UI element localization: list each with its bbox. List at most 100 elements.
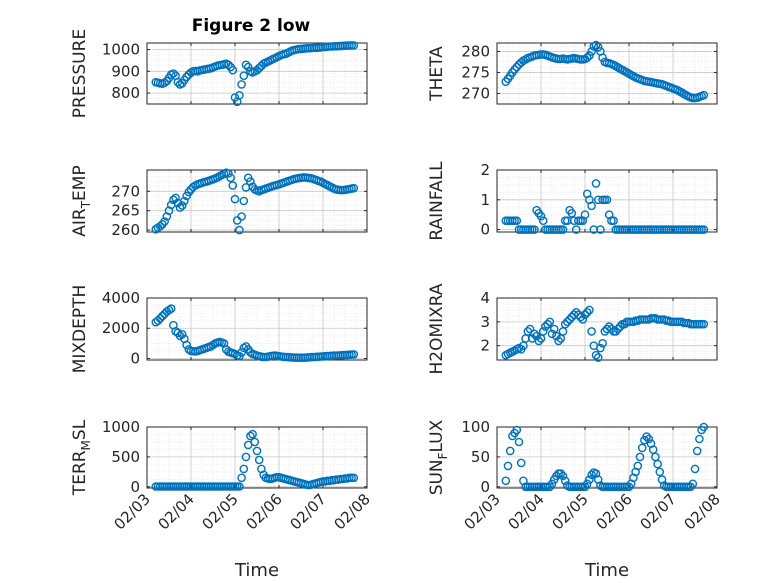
data-point bbox=[164, 305, 174, 315]
data-point bbox=[248, 429, 257, 439]
data-point bbox=[580, 210, 590, 219]
data-point bbox=[516, 458, 526, 468]
series-markers bbox=[151, 304, 359, 363]
data-point bbox=[567, 208, 577, 218]
y-tick-label: 0 bbox=[480, 221, 490, 239]
data-point bbox=[180, 196, 189, 206]
y-tick-label: 270 bbox=[111, 182, 140, 200]
data-point bbox=[525, 324, 535, 334]
data-point bbox=[230, 194, 240, 204]
y-axis-label: AIRTEMP bbox=[70, 165, 93, 236]
x-tick-label: 02/03 bbox=[461, 490, 504, 533]
data-point bbox=[633, 461, 643, 471]
data-point bbox=[155, 314, 165, 323]
data-point bbox=[169, 69, 178, 78]
y-tick-label: 4 bbox=[480, 289, 490, 307]
data-point bbox=[171, 193, 180, 203]
data-point bbox=[510, 65, 519, 74]
y-tick-label: 1000 bbox=[102, 41, 140, 59]
data-point bbox=[538, 216, 548, 225]
data-point bbox=[593, 42, 603, 52]
data-point bbox=[235, 225, 244, 235]
data-point bbox=[580, 310, 590, 320]
axes-box bbox=[496, 42, 718, 105]
data-point bbox=[237, 80, 246, 89]
data-point bbox=[246, 348, 255, 357]
subplot-7: 0 500 1000 TERRMSL 02/03 02/04 02/05 02/06 02/07… bbox=[70, 418, 374, 581]
y-tick-label: 265 bbox=[111, 202, 140, 220]
data-point bbox=[596, 343, 605, 353]
y-tick-label: 500 bbox=[111, 448, 140, 466]
series-markers bbox=[501, 179, 709, 234]
data-point bbox=[228, 65, 238, 75]
data-point bbox=[175, 203, 185, 212]
data-point bbox=[615, 322, 625, 331]
series-markers bbox=[501, 422, 709, 492]
data-point bbox=[230, 93, 240, 102]
series-markers bbox=[501, 305, 709, 362]
y-tick-label: 280 bbox=[461, 42, 490, 60]
y-tick-label: 1000 bbox=[102, 418, 140, 436]
data-point bbox=[538, 327, 548, 336]
data-point bbox=[585, 51, 594, 60]
x-tick-label: 02/06 bbox=[593, 490, 636, 533]
data-point bbox=[609, 216, 618, 225]
data-point bbox=[602, 195, 612, 205]
data-point bbox=[582, 307, 592, 317]
data-point bbox=[254, 63, 264, 73]
y-tick-label: 260 bbox=[111, 221, 140, 239]
x-tick-label: 02/05 bbox=[549, 490, 592, 533]
data-point bbox=[578, 315, 588, 324]
data-point bbox=[547, 329, 557, 339]
x-tick-label: 02/05 bbox=[199, 490, 242, 533]
figure-title: Figure 2 low bbox=[192, 16, 311, 36]
data-point bbox=[571, 307, 581, 317]
y-axis-label: TERRMSL bbox=[70, 419, 93, 496]
data-point bbox=[501, 476, 511, 486]
data-point bbox=[552, 331, 561, 341]
data-point bbox=[182, 72, 191, 82]
data-point bbox=[512, 62, 522, 72]
data-point bbox=[688, 479, 698, 489]
data-point bbox=[252, 446, 262, 456]
data-point bbox=[611, 327, 621, 336]
data-point bbox=[585, 305, 594, 315]
subplot-8: 0 50 100 SUNFLUX 02/03 02/04 02/05 02/06 02/07 02… bbox=[427, 418, 724, 581]
data-point bbox=[188, 182, 198, 192]
axes-box bbox=[496, 169, 718, 233]
data-point bbox=[604, 322, 614, 331]
data-point bbox=[532, 331, 541, 341]
x-tick-label: 02/07 bbox=[637, 490, 680, 533]
data-point bbox=[587, 470, 596, 480]
data-point bbox=[166, 304, 176, 313]
data-point bbox=[699, 225, 709, 234]
data-point bbox=[153, 316, 163, 326]
y-tick-label: 800 bbox=[111, 84, 140, 102]
data-point bbox=[591, 40, 601, 50]
x-tick-label: 02/08 bbox=[681, 490, 724, 533]
x-tick-label: 02/04 bbox=[505, 490, 548, 533]
data-point bbox=[243, 62, 253, 72]
data-point bbox=[637, 443, 647, 453]
data-point bbox=[235, 482, 244, 491]
axes-box bbox=[146, 426, 368, 489]
data-point bbox=[536, 211, 546, 221]
data-point bbox=[587, 201, 596, 211]
subplot-1: 800 900 1000 PRESSURE bbox=[70, 29, 368, 118]
data-point bbox=[224, 169, 233, 178]
series-markers bbox=[151, 41, 359, 107]
data-point bbox=[177, 329, 187, 339]
subplot-4: 0 1 2 RAINFALL bbox=[427, 161, 718, 241]
axes-box bbox=[146, 297, 368, 361]
data-point bbox=[505, 446, 515, 456]
series-markers bbox=[151, 429, 359, 491]
y-tick-label: 275 bbox=[461, 63, 490, 81]
data-point bbox=[246, 177, 255, 186]
series-markers bbox=[151, 168, 359, 235]
axes-box bbox=[146, 169, 368, 233]
x-tick-label: 02/08 bbox=[331, 490, 374, 533]
y-tick-label: 2 bbox=[480, 337, 490, 355]
data-point bbox=[246, 431, 255, 441]
data-point bbox=[596, 225, 605, 234]
